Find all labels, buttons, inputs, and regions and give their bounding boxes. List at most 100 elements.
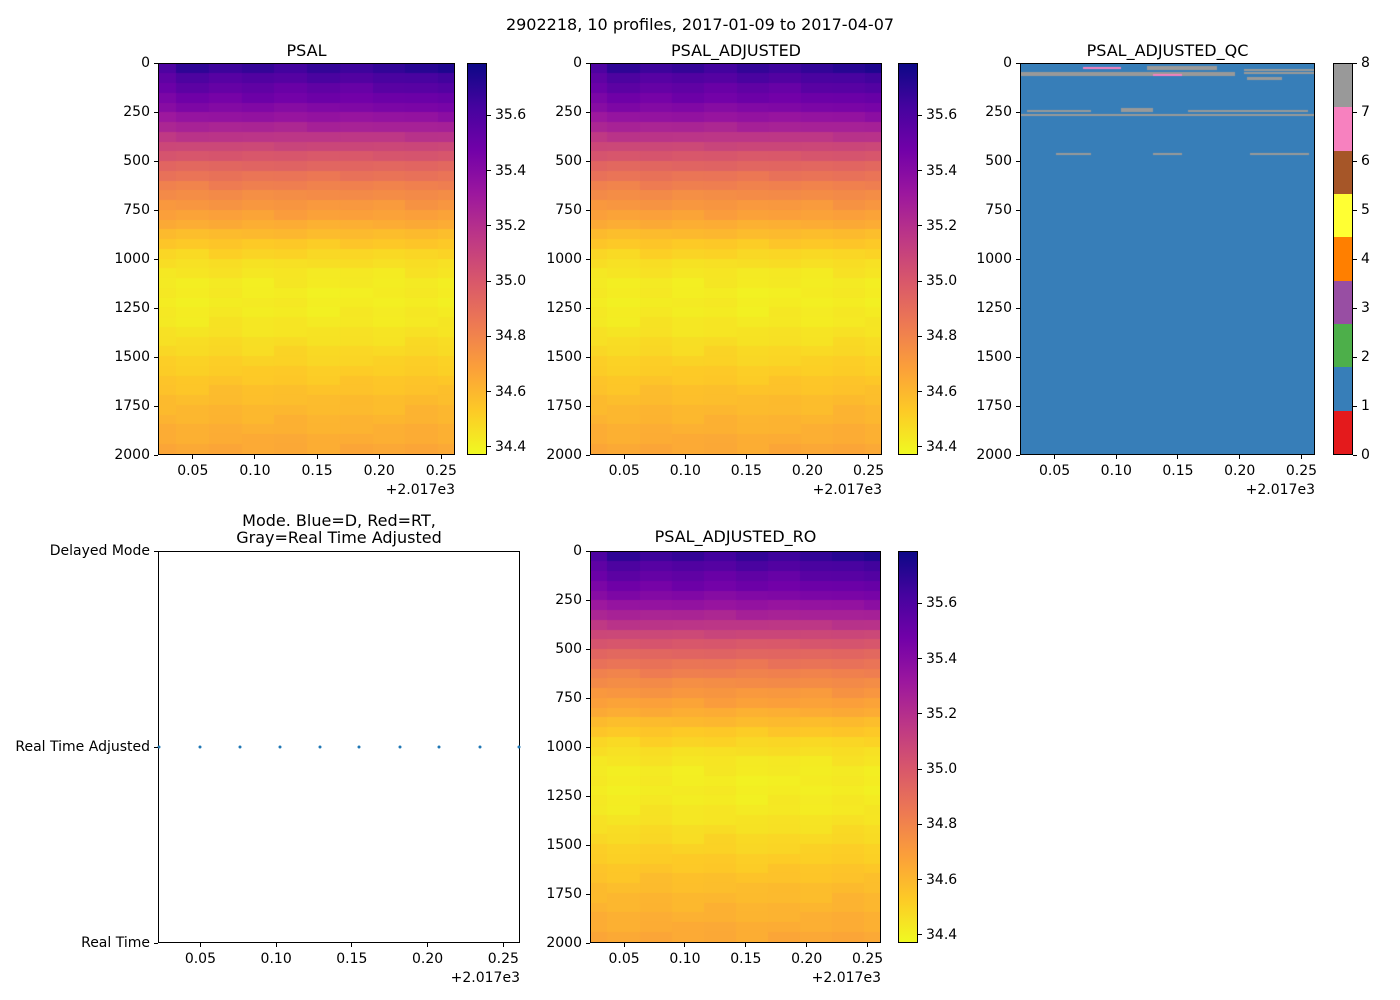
y-tick-mark: [1016, 356, 1020, 358]
psal-heatmap-panel: [158, 63, 455, 455]
y-tick-label: 1000: [114, 251, 150, 267]
colorbar-tick-mark: [487, 446, 491, 448]
y-tick-label: 1250: [546, 788, 582, 804]
y-tick-label: 250: [985, 104, 1012, 120]
y-tick-mark: [154, 160, 158, 162]
colorbar-tick-label: 35.0: [495, 273, 527, 290]
y-tick-label: 250: [123, 104, 150, 120]
y-tick-mark: [586, 746, 590, 748]
y-tick-mark: [1016, 258, 1020, 260]
qc-colorbar-segment-5: [1334, 194, 1352, 238]
y-tick-label: 750: [555, 202, 582, 218]
x-tick-label: 0.10: [669, 463, 701, 479]
y-tick-label: 2000: [976, 447, 1012, 463]
ro-heatmap-canvas: [591, 552, 880, 942]
y-tick-mark: [586, 356, 590, 358]
mode-point: [357, 745, 361, 749]
y-tick-label: 250: [555, 592, 582, 608]
colorbar-tick-mark: [1353, 111, 1357, 113]
y-tick-label: 500: [555, 641, 582, 657]
colorbar-tick-mark: [487, 170, 491, 172]
colorbar-tick-label: 34.8: [926, 328, 958, 345]
mode-point: [278, 745, 281, 749]
y-tick-mark: [586, 550, 590, 552]
colorbar-tick-mark: [1353, 258, 1357, 260]
x-axis-offset-label: +2.017e3: [812, 482, 882, 498]
y-tick-mark: [154, 258, 158, 260]
colorbar-tick-label: 34.4: [926, 926, 958, 943]
y-tick-mark: [154, 454, 158, 456]
colorbar-tick-label: 35.4: [926, 650, 958, 667]
y-tick-mark: [1016, 405, 1020, 407]
y-tick-mark: [154, 405, 158, 407]
psal-heatmap-canvas: [159, 64, 454, 454]
y-tick-label: 500: [123, 153, 150, 169]
y-tick-mark: [154, 550, 158, 552]
y-tick-label: 500: [985, 153, 1012, 169]
y-tick-label: 1000: [546, 739, 582, 755]
y-tick-label: 2000: [114, 447, 150, 463]
colorbar-tick-label: 35.4: [926, 162, 958, 179]
x-tick-label: 0.10: [239, 463, 271, 479]
qc-colorbar-segment-0: [1334, 410, 1352, 455]
y-tick-mark: [1016, 454, 1020, 456]
colorbar-tick-mark: [918, 658, 922, 660]
x-tick-label: 0.25: [852, 951, 884, 967]
x-tick-label: 0.05: [608, 463, 640, 479]
y-tick-mark: [586, 697, 590, 699]
x-tick-mark: [684, 943, 686, 947]
colorbar-tick-mark: [918, 768, 922, 770]
psal-adjusted-ro-heatmap-panel: [590, 551, 881, 943]
y-tick-mark: [586, 307, 590, 309]
x-tick-label: 0.05: [177, 463, 209, 479]
colorbar-tick-mark: [1353, 356, 1357, 358]
colorbar-tick-mark: [918, 114, 922, 116]
x-axis-offset-label: +2.017e3: [450, 970, 520, 986]
y-tick-label: 1500: [976, 349, 1012, 365]
x-tick-mark: [868, 455, 870, 459]
x-tick-label: 0.15: [1162, 463, 1194, 479]
y-tick-label: 750: [123, 202, 150, 218]
colorbar-tick-label: 34.6: [926, 383, 958, 400]
x-tick-label: 0.05: [1038, 463, 1071, 479]
y-tick-label: 1250: [976, 300, 1012, 316]
y-tick-label: 0: [1003, 55, 1012, 71]
y-tick-label: 2000: [546, 935, 582, 951]
qc-colorbar-segment-2: [1334, 324, 1352, 368]
colorbar-tick-mark: [918, 335, 922, 337]
x-tick-label: 0.05: [608, 951, 640, 967]
y-tick-mark: [154, 942, 158, 944]
x-tick-mark: [684, 455, 686, 459]
colorbar-tick-label: 0: [1361, 447, 1370, 463]
y-tick-label: 1000: [976, 251, 1012, 267]
y-tick-mark: [586, 405, 590, 407]
mode-category-label: Delayed Mode: [49, 543, 150, 559]
mode-point: [238, 745, 242, 749]
colorbar-tick-mark: [918, 879, 922, 880]
y-tick-label: 1500: [546, 349, 582, 365]
colorbar-tick-mark: [1353, 209, 1357, 211]
colorbar-tick-label: 8: [1361, 55, 1370, 71]
mode-point: [437, 745, 441, 749]
x-tick-label: 0.10: [260, 951, 292, 967]
y-tick-label: 1750: [546, 886, 582, 902]
x-tick-mark: [502, 943, 504, 947]
y-tick-mark: [1016, 209, 1020, 211]
x-tick-mark: [1177, 455, 1179, 459]
y-tick-mark: [1016, 307, 1020, 309]
colorbar-tick-label: 5: [1361, 202, 1370, 218]
psal-colorbar: [467, 63, 487, 455]
colorbar-tick-mark: [1353, 454, 1357, 456]
y-tick-mark: [154, 356, 158, 358]
colorbar-tick-label: 35.0: [926, 273, 958, 290]
x-tick-mark: [378, 455, 380, 459]
y-tick-label: 1250: [546, 300, 582, 316]
psal-adjusted-title: PSAL_ADJUSTED: [670, 41, 801, 60]
colorbar-tick-mark: [918, 170, 922, 172]
y-tick-label: 1250: [114, 300, 150, 316]
x-tick-mark: [254, 455, 256, 459]
qc-colorbar-segment-8: [1334, 64, 1352, 108]
y-tick-mark: [154, 111, 158, 113]
colorbar-tick-mark: [918, 713, 922, 715]
